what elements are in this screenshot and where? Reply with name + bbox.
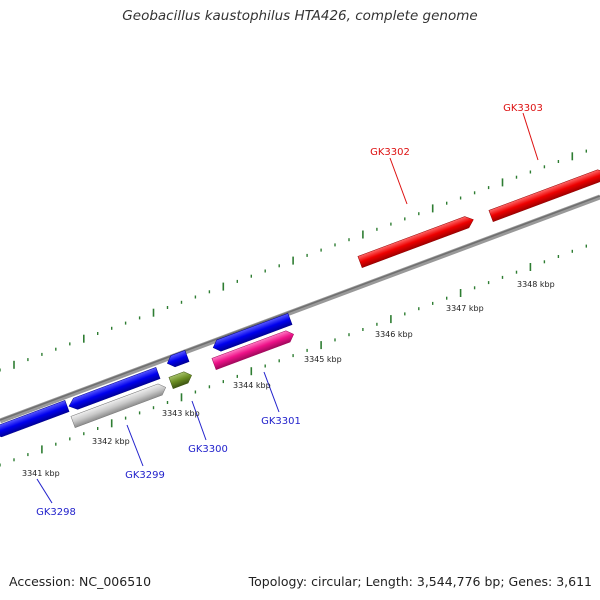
kbp-label-3347: 3347 kbp [446, 304, 484, 313]
gene-gk3301-arrow[interactable] [211, 329, 296, 370]
topology-text: Topology: circular; Length: 3,544,776 bp… [248, 574, 592, 589]
upper-tick-track [0, 149, 587, 372]
kbp-scale-labels: 3341 kbp 3342 kbp 3343 kbp 3344 kbp 3345… [22, 280, 555, 478]
leader-line-gk3300 [191, 400, 207, 441]
gene-gk3302-arrow[interactable] [357, 214, 476, 268]
leader-line-gk3299 [126, 424, 144, 467]
leader-line-gk3301 [263, 371, 280, 413]
genome-title: Geobacillus kaustophilus HTA426, complet… [122, 8, 478, 24]
kbp-label-3346: 3346 kbp [375, 330, 413, 339]
gene-gk3300a-arrow[interactable] [165, 350, 190, 369]
gene-gk3298-arrow[interactable] [0, 400, 70, 439]
gene-gk3299b-arrow[interactable] [70, 382, 168, 428]
gene-label-gk3303[interactable]: GK3303 [503, 103, 543, 114]
kbp-label-3344: 3344 kbp [233, 381, 271, 390]
gene-label-gk3299[interactable]: GK3299 [125, 470, 165, 481]
kbp-label-3343: 3343 kbp [162, 409, 200, 418]
gene-label-gk3300[interactable]: GK3300 [188, 444, 228, 455]
gene-gk3300-arrow[interactable] [168, 370, 194, 389]
gene-gk3299-arrow[interactable] [67, 367, 161, 411]
genome-backbone-highlight [0, 195, 600, 421]
lower-tick-track [0, 244, 587, 467]
gene-label-gk3298[interactable]: GK3298 [36, 507, 76, 518]
kbp-label-3341: 3341 kbp [22, 469, 60, 478]
gene-labels: GK3298 GK3299 GK3300 GK3301 GK3302 GK330… [36, 103, 543, 518]
gene-leader-lines [36, 112, 539, 504]
kbp-label-3342: 3342 kbp [92, 437, 130, 446]
genome-backbone-line [0, 194, 600, 424]
gene-track [0, 167, 600, 439]
kbp-label-3348: 3348 kbp [517, 280, 555, 289]
kbp-label-3345: 3345 kbp [304, 355, 342, 364]
leader-line-gk3302 [389, 157, 408, 205]
gene-gk3303-arrow[interactable] [488, 167, 600, 222]
leader-line-gk3303 [522, 112, 539, 161]
gene-label-gk3301[interactable]: GK3301 [261, 416, 301, 427]
leader-line-gk3298 [36, 478, 53, 504]
accession-text: Accession: NC_006510 [9, 574, 152, 589]
gene-label-gk3302[interactable]: GK3302 [370, 147, 410, 158]
gene-gk3301a-arrow[interactable] [211, 313, 293, 353]
